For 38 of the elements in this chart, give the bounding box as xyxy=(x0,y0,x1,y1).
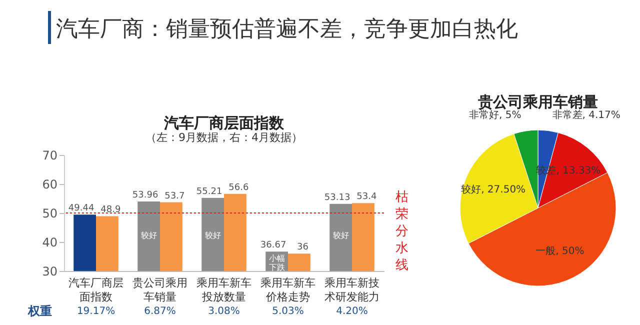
slice-label: 非常差, 4.17% xyxy=(552,108,620,121)
data-label: 53.96 xyxy=(132,190,158,201)
slice-label: 一般, 50% xyxy=(536,246,584,258)
x-tick-label: 贵公司乘用车销量 xyxy=(132,276,188,304)
y-tick-label: 30 xyxy=(42,264,58,278)
text: 4.20% xyxy=(336,306,368,317)
data-label: 36 xyxy=(296,242,309,253)
data-label: 53.7 xyxy=(164,191,185,202)
annotation: 较好 xyxy=(140,231,157,240)
text: 6.87% xyxy=(144,306,176,317)
y-tick-label: 40 xyxy=(42,236,58,250)
chart-title: 贵公司乘用车销量 xyxy=(477,92,598,111)
text: 权重 xyxy=(27,304,52,318)
x-tick-label: 乘用车新车价格走势 xyxy=(260,276,316,304)
data-label: 49.44 xyxy=(68,204,94,214)
ref-line-label: 枯荣分水线 xyxy=(396,190,408,273)
text: 汽车厂商：销量预估普遍不差，竞争更加白热化 xyxy=(56,16,518,44)
y-tick-label: 50 xyxy=(42,206,58,220)
annotation: 较好 xyxy=(204,231,221,240)
x-tick-label: 乘用车新车投放数量 xyxy=(196,276,252,304)
y-tick-label: 70 xyxy=(42,148,58,162)
chart-title: 汽车厂商层面指数 xyxy=(163,114,285,132)
data-label: 53.4 xyxy=(356,192,377,202)
data-label: 53.13 xyxy=(324,192,350,203)
x-tick-label: 乘用车新技术研发能力 xyxy=(324,276,380,304)
text: 3.08% xyxy=(208,306,240,317)
slice-label: 非常好, 5% xyxy=(469,109,522,122)
data-label: 55.21 xyxy=(196,186,222,197)
x-tick-label: 汽车厂商层面指数 xyxy=(68,276,124,304)
y-tick-label: 60 xyxy=(42,178,58,192)
annotation: 小幅下跌 xyxy=(268,254,285,272)
data-label: 36.67 xyxy=(260,240,286,251)
text: 19.17% xyxy=(76,306,116,317)
data-label: 56.6 xyxy=(228,182,249,193)
data-label: 48.9 xyxy=(100,205,121,216)
text: 5.03% xyxy=(272,306,304,317)
chart-subtitle: （左：9月数据，右：4月数据） xyxy=(146,131,302,144)
annotation: 较好 xyxy=(332,231,349,240)
